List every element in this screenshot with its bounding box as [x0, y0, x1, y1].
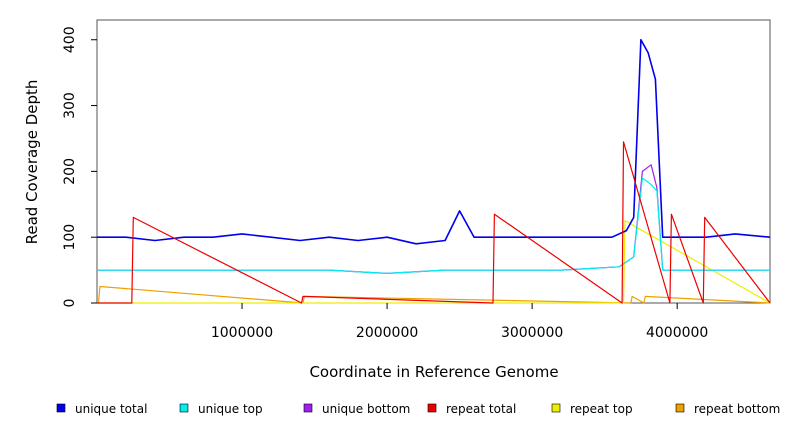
series-line-repeat-bottom	[97, 285, 771, 304]
y-tick-label: 100	[62, 224, 78, 251]
legend: unique total unique top unique bottom repea…	[56, 402, 780, 416]
y-axis-title: Read Coverage Depth	[23, 80, 41, 245]
series-line-unique-top	[97, 177, 770, 274]
legend-label: repeat bottom	[694, 402, 780, 416]
legend-swatch-unique-top	[179, 403, 189, 413]
y-tick-label: 300	[62, 92, 78, 119]
x-axis-title: Coordinate in Reference Genome	[309, 363, 558, 381]
legend-label: unique bottom	[322, 402, 410, 416]
series-line-unique-total	[97, 38, 771, 245]
series-layer	[97, 38, 771, 304]
legend-swatch-unique-bottom	[303, 403, 313, 413]
y-tick-label: 400	[62, 26, 78, 53]
legend-swatch-repeat-top	[551, 403, 561, 413]
x-tick-label: 4000000	[646, 325, 708, 341]
x-tick-label: 1000000	[211, 325, 273, 341]
x-tick-label: 3000000	[501, 325, 563, 341]
legend-swatch-repeat-bottom	[675, 403, 685, 413]
y-tick-label: 0	[62, 299, 78, 308]
legend-label: unique total	[75, 402, 147, 416]
series-line-unique-bottom	[97, 164, 770, 274]
legend-label: repeat total	[446, 402, 516, 416]
legend-label: repeat top	[570, 402, 633, 416]
legend-label: unique top	[198, 402, 263, 416]
legend-swatch-unique-total	[56, 403, 66, 413]
y-tick-label: 200	[62, 158, 78, 185]
series-line-repeat-total	[97, 141, 771, 304]
x-tick-label: 2000000	[356, 325, 418, 341]
legend-swatch-repeat-total	[427, 403, 437, 413]
series-line-repeat-top	[97, 220, 771, 304]
axis-layer: 1000000 2000000 3000000 4000000 0 100 200 300 40…	[62, 26, 708, 341]
plot-area-frame	[96, 19, 771, 304]
